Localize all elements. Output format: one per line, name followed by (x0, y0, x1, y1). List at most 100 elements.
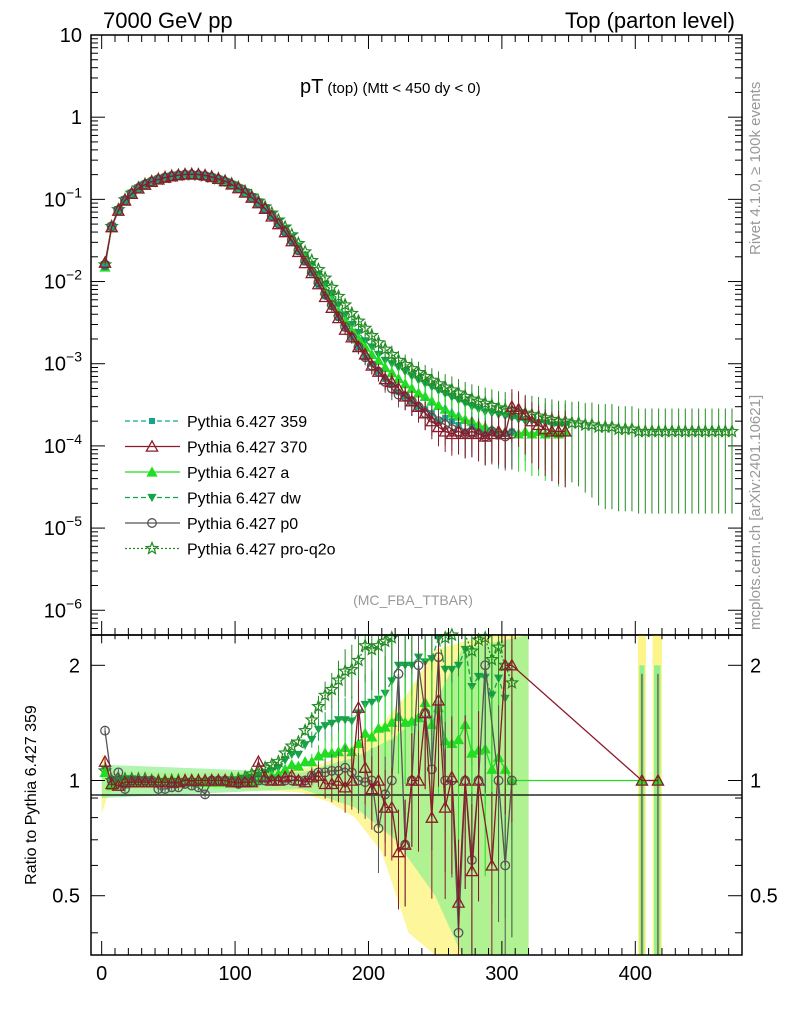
main-data-point (518, 407, 532, 420)
ratio-data-point (99, 766, 111, 778)
ratio-y-axis-label: Ratio to Pythia 6.427 359 (23, 705, 40, 885)
ratio-data-point (338, 780, 352, 793)
main-data-point (398, 389, 412, 402)
main-series-1 (98, 167, 572, 488)
y-tick-label: 10−6 (44, 595, 82, 622)
main-data-point (317, 270, 333, 285)
main-data-point (385, 375, 399, 388)
main-data-point (265, 209, 279, 222)
main-data-point (238, 185, 252, 198)
x-axis: 0 100 200 300 400 (96, 35, 730, 985)
ratio-data-point (344, 661, 360, 676)
ratio-data-point (359, 727, 371, 738)
ratio-y-tick-label-right: 2 (750, 655, 761, 677)
main-data-point (258, 201, 272, 214)
main-data-point (245, 190, 259, 203)
ratio-data-point (337, 663, 353, 678)
ratio-data-point (320, 722, 330, 731)
main-data-point (225, 177, 239, 190)
main-data-point (178, 167, 192, 180)
ratio-series-layer (97, 627, 665, 955)
ratio-data-point (291, 773, 306, 786)
ratio-data-point (471, 773, 486, 786)
main-data-point (419, 390, 431, 402)
ratio-data-point (500, 860, 511, 871)
main-data-point (444, 382, 460, 397)
main-data-point (391, 352, 406, 367)
main-data-point (505, 399, 519, 412)
ratio-data-point (651, 773, 665, 786)
ratio-data-point (311, 768, 326, 781)
main-data-point (131, 181, 146, 194)
main-data-point (411, 399, 426, 412)
ratio-data-point (311, 698, 326, 713)
main-data-point (372, 354, 385, 365)
ratio-data-point (371, 773, 386, 786)
legend-item: Pythia 6.427 p0 (125, 516, 298, 533)
ratio-data-point (306, 756, 318, 767)
ratio-data-point (367, 698, 377, 707)
main-data-point (118, 193, 132, 206)
ratio-data-point (312, 750, 325, 761)
ratio-data-point (425, 810, 439, 823)
plot-title-main: pT (300, 76, 323, 98)
y-tick-label-exponent: −2 (66, 267, 82, 283)
ratio-data-point (271, 754, 286, 768)
ratio-data-point (124, 775, 139, 788)
y-tick-label: 1 (71, 107, 82, 129)
ratio-data-point (411, 773, 426, 786)
y-tick-label: 10−1 (44, 184, 82, 211)
main-data-point (211, 171, 226, 185)
ratio-data-point (327, 719, 337, 729)
main-data-point (185, 167, 199, 180)
main-data-point (491, 424, 506, 437)
legend-item: Pythia 6.427 pro-q2o (125, 540, 336, 559)
ratio-data-point (398, 837, 412, 850)
ratio-data-point (431, 693, 446, 706)
ratio-data-point (118, 775, 132, 788)
ratio-y-tick-label-left: 0.5 (52, 886, 80, 908)
main-data-point (432, 399, 445, 411)
main-data-point (191, 167, 206, 180)
main-data-point (324, 279, 340, 294)
ratio-data-point (272, 768, 285, 779)
x-tick-label: 100 (218, 963, 251, 985)
ratio-series-0 (98, 635, 665, 955)
ratio-data-point (304, 712, 320, 727)
y-tick-label: 10−3 (44, 349, 82, 376)
y-tick-label-base: 10 (44, 600, 66, 622)
ratio-data-point (113, 767, 124, 778)
main-data-point (344, 305, 360, 320)
y-tick-label: 10−5 (44, 513, 82, 540)
ratio-y-tick-label-left: 1 (69, 771, 80, 793)
main-data-point (98, 255, 112, 268)
ratio-data-point (313, 725, 324, 735)
ratio-data-point (218, 773, 232, 786)
ratio-green-band (101, 635, 529, 955)
ratio-data-point (280, 756, 290, 765)
main-data-point (357, 320, 373, 335)
legend-marker (146, 466, 158, 477)
x-tick-label: 200 (352, 963, 385, 985)
main-data-point (338, 322, 352, 335)
ratio-data-point (104, 776, 119, 790)
ratio-data-point (465, 864, 479, 877)
main-data-point (457, 388, 473, 403)
ratio-data-point (191, 773, 206, 786)
main-data-point (345, 330, 359, 343)
ratio-data-point (635, 773, 649, 786)
ratio-y-tick-label-left: 2 (69, 655, 80, 677)
ratio-data-point (258, 770, 272, 783)
y-tick-label-base: 10 (44, 189, 66, 211)
ratio-data-point (265, 773, 279, 786)
main-data-point (291, 244, 306, 258)
ratio-data-point (405, 773, 419, 786)
main-data-point (471, 426, 486, 440)
main-series-layer (97, 166, 740, 514)
ratio-data-point (413, 660, 424, 671)
main-data-point (331, 311, 346, 324)
main-data-point (391, 381, 406, 394)
